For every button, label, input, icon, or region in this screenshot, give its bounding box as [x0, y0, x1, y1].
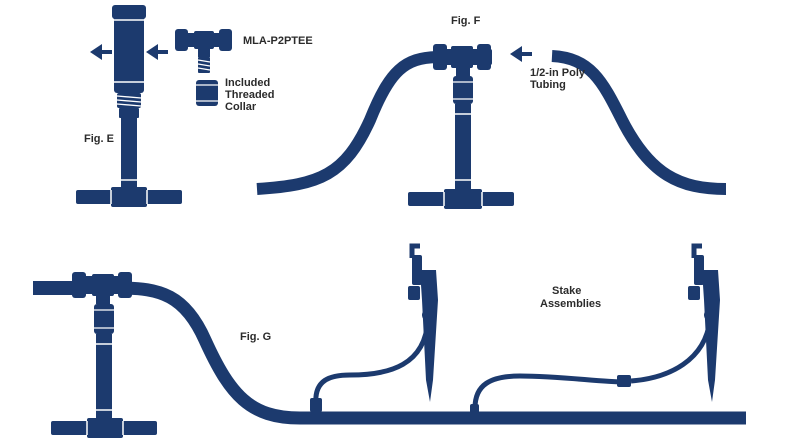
collar-label-line1: Included — [225, 77, 270, 89]
arrow-left-icon — [510, 46, 532, 62]
tee-threads — [197, 57, 211, 73]
mla-p2ptee-part — [175, 29, 232, 73]
fig-e-riser — [121, 110, 137, 190]
collar-label-line3: Collar — [225, 101, 257, 113]
fig-f-tubing-right — [551, 50, 727, 195]
fig-g-assembly: Fig. G — [33, 272, 746, 438]
arrow-left-icon — [146, 44, 168, 60]
collar-label-line2: Threaded — [225, 89, 275, 101]
fig-f-tubing-left — [256, 51, 438, 195]
fig-f-assembly: Fig. F 1/2-in Poly Tubing — [256, 15, 727, 209]
fig-f-label: Fig. F — [451, 15, 481, 27]
fig-g-main-tubing — [119, 281, 746, 425]
tubing-label-line2: Tubing — [530, 79, 566, 91]
fig-e-assembly: Fig. E — [76, 5, 182, 207]
fig-e-threads — [116, 93, 142, 108]
threaded-collar — [196, 80, 218, 106]
arrow-left-icon — [90, 44, 112, 60]
stake-label-line2: Assemblies — [540, 298, 601, 310]
tubing-label-line1: 1/2-in Poly — [530, 67, 586, 79]
part-number-label: MLA-P2PTEE — [243, 35, 313, 47]
stake-assembly-1 — [310, 243, 438, 412]
fig-g-label: Fig. G — [240, 331, 271, 343]
stake-label-line1: Stake — [552, 285, 581, 297]
stake-assembly-2 — [470, 243, 720, 414]
fig-e-emitter-body — [114, 15, 144, 93]
fig-e-label: Fig. E — [84, 133, 114, 145]
